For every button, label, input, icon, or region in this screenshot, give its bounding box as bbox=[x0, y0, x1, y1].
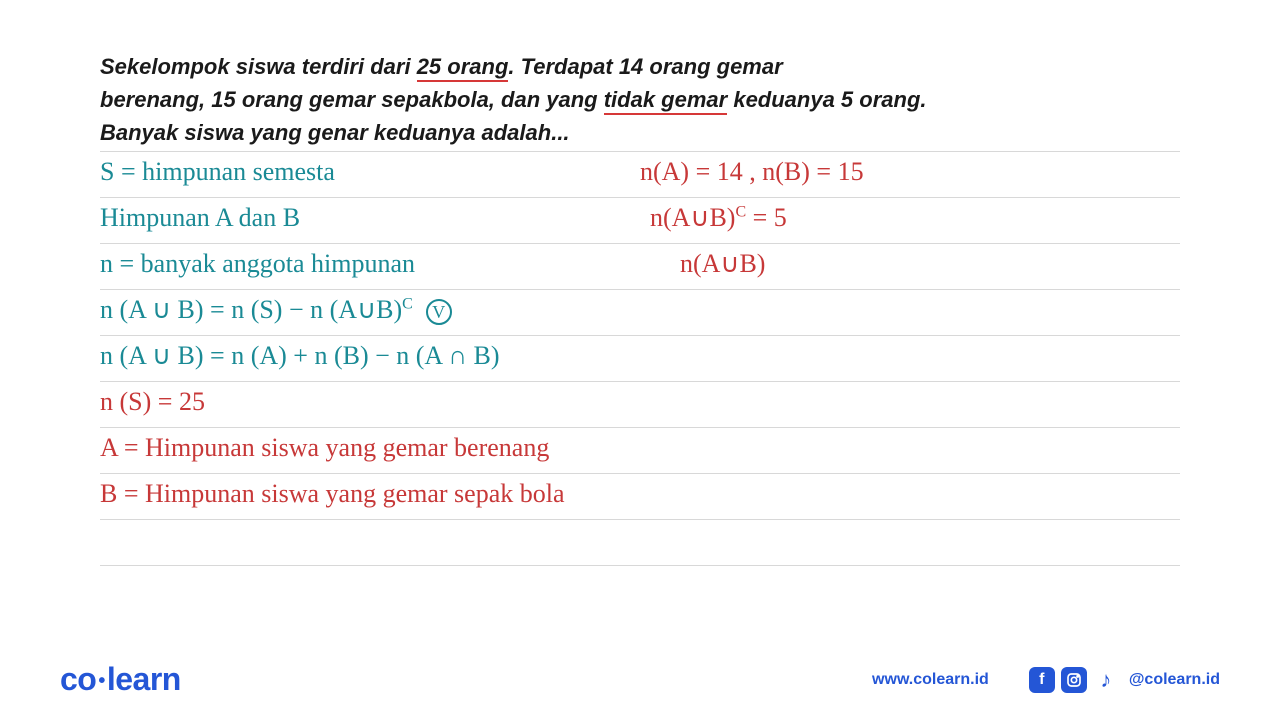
logo-co: co bbox=[60, 661, 96, 697]
work-formula1: n (A ∪ B) = n (S) − n (A∪B)C V bbox=[100, 295, 452, 325]
problem-line2-post: keduanya 5 orang. bbox=[727, 87, 926, 112]
work-aub: n(A∪B) bbox=[680, 249, 765, 279]
tiktok-icon: ♪ bbox=[1093, 667, 1119, 693]
problem-line2-underlined: tidak gemar bbox=[604, 87, 728, 115]
facebook-icon: f bbox=[1029, 667, 1055, 693]
work-na-nb: n(A) = 14 , n(B) = 15 bbox=[640, 157, 864, 187]
problem-line2-pre: berenang, 15 orang gemar sepakbola, dan … bbox=[100, 87, 604, 112]
social-links: f ♪ @colearn.id bbox=[1029, 667, 1220, 693]
rule-line bbox=[100, 427, 1180, 428]
work-n-def: n = banyak anggota himpunan bbox=[100, 249, 415, 279]
ruled-work-area: S = himpunan semesta n(A) = 14 , n(B) = 1… bbox=[100, 151, 1180, 565]
logo-learn: learn bbox=[107, 661, 181, 697]
rule-line bbox=[100, 289, 1180, 290]
instagram-icon bbox=[1061, 667, 1087, 693]
problem-text: Sekelompok siswa terdiri dari 25 orang. … bbox=[100, 50, 1180, 149]
work-formula2: n (A ∪ B) = n (A) + n (B) − n (A ∩ B) bbox=[100, 341, 500, 371]
logo-dot: • bbox=[98, 670, 105, 692]
logo: co•learn bbox=[60, 661, 181, 698]
work-b-def: B = Himpunan siswa yang gemar sepak bola bbox=[100, 479, 565, 509]
work-a-def: A = Himpunan siswa yang gemar berenang bbox=[100, 433, 549, 463]
social-handle: @colearn.id bbox=[1129, 671, 1220, 689]
website-url: www.colearn.id bbox=[872, 671, 989, 689]
problem-line1-underlined: 25 orang bbox=[417, 54, 509, 82]
rule-line bbox=[100, 565, 1180, 566]
work-complement-eq: n(A∪B)C = 5 bbox=[650, 203, 787, 233]
rule-line bbox=[100, 519, 1180, 520]
footer: co•learn www.colearn.id f ♪ @colearn.id bbox=[0, 661, 1280, 698]
rule-line bbox=[100, 243, 1180, 244]
work-s-def: S = himpunan semesta bbox=[100, 157, 335, 187]
rule-line bbox=[100, 473, 1180, 474]
problem-line1-post: . Terdapat 14 orang gemar bbox=[508, 54, 782, 79]
rule-line bbox=[100, 335, 1180, 336]
rule-line bbox=[100, 381, 1180, 382]
problem-line3: Banyak siswa yang genar keduanya adalah.… bbox=[100, 120, 570, 145]
rule-line bbox=[100, 151, 1180, 152]
problem-line1-pre: Sekelompok siswa terdiri dari bbox=[100, 54, 417, 79]
rule-line bbox=[100, 197, 1180, 198]
work-ns: n (S) = 25 bbox=[100, 387, 205, 417]
work-ab: Himpunan A dan B bbox=[100, 203, 300, 233]
